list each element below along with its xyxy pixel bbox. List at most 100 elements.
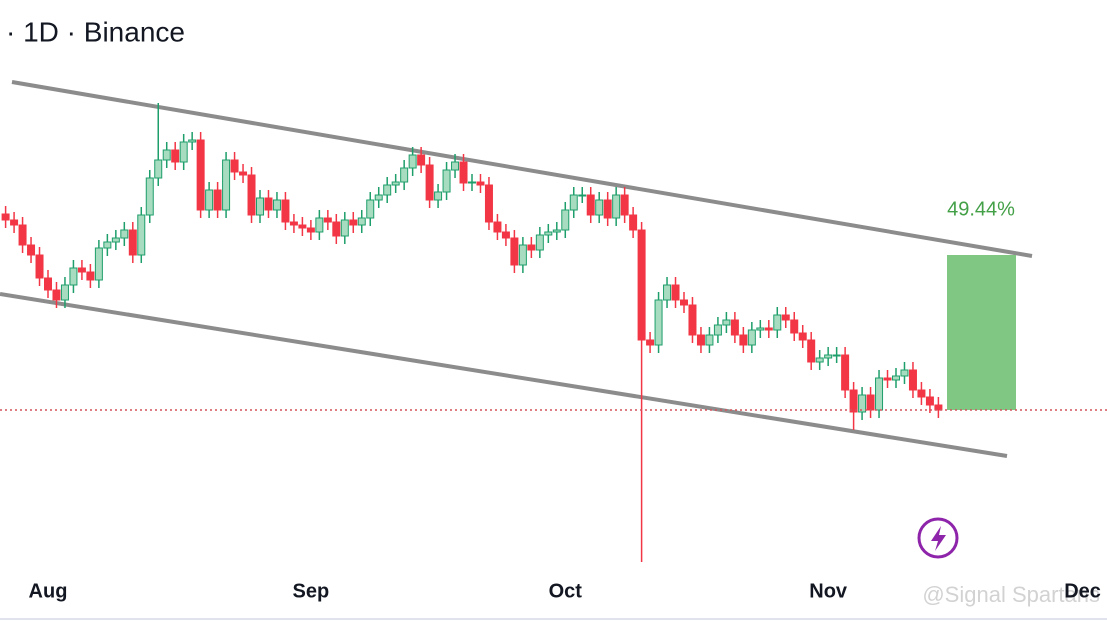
candle-body bbox=[27, 244, 36, 256]
candle-body bbox=[578, 194, 587, 197]
candle-body bbox=[646, 339, 655, 346]
candle-body bbox=[213, 189, 222, 211]
candle-body bbox=[620, 194, 629, 216]
candle-body bbox=[205, 189, 214, 211]
candle-body bbox=[501, 231, 510, 239]
candle-body bbox=[544, 231, 553, 236]
candle-body bbox=[858, 394, 867, 413]
candle-body bbox=[815, 357, 824, 363]
candle-body bbox=[900, 369, 909, 377]
candle-body bbox=[247, 174, 256, 216]
candle-body bbox=[154, 159, 163, 179]
candle-body bbox=[1, 213, 10, 221]
candle-body bbox=[103, 241, 112, 249]
candle-body bbox=[637, 229, 646, 341]
candle-body bbox=[875, 377, 884, 411]
candle-body bbox=[849, 389, 858, 413]
candle-body bbox=[340, 219, 349, 237]
candle-body bbox=[730, 319, 739, 336]
candle-body bbox=[111, 237, 120, 243]
watermark: @Signal Spartans bbox=[922, 582, 1100, 607]
candle-body bbox=[332, 221, 341, 237]
candle-body bbox=[408, 154, 417, 169]
candle-body bbox=[44, 277, 52, 291]
candle-body bbox=[459, 161, 468, 184]
candle-body bbox=[866, 394, 875, 411]
candle-body bbox=[790, 319, 799, 334]
candle-body bbox=[239, 171, 248, 176]
candle-body bbox=[824, 354, 833, 359]
channel-upper bbox=[11, 80, 1033, 258]
candle-body bbox=[798, 332, 807, 341]
candle-body bbox=[883, 377, 892, 381]
x-tick-label: Sep bbox=[293, 580, 330, 602]
candle-body bbox=[357, 217, 366, 226]
candle-body bbox=[400, 167, 409, 183]
candle-body bbox=[264, 197, 273, 211]
candle-body bbox=[722, 319, 731, 326]
candle-body bbox=[841, 354, 850, 391]
chart-title: · 1D · Binance bbox=[6, 16, 185, 47]
candle-body bbox=[137, 214, 146, 256]
candle-body bbox=[705, 334, 714, 346]
candle-body bbox=[510, 237, 519, 266]
candle-body bbox=[383, 184, 392, 196]
candle-body bbox=[612, 194, 621, 219]
candle-body bbox=[713, 324, 722, 336]
candle-body bbox=[629, 214, 638, 231]
candle-body bbox=[306, 227, 315, 233]
candle-body bbox=[908, 369, 917, 391]
candle-body bbox=[222, 159, 231, 211]
candle-body bbox=[781, 314, 790, 321]
candle-body bbox=[374, 194, 383, 201]
candle-body bbox=[586, 194, 595, 216]
candle-body bbox=[739, 334, 748, 346]
candle-body bbox=[256, 197, 264, 216]
candle-body bbox=[145, 177, 154, 216]
candle-body bbox=[468, 181, 476, 184]
candle-body bbox=[917, 389, 926, 398]
candle-body bbox=[230, 159, 239, 173]
lightning-icon bbox=[917, 517, 959, 559]
candle-body bbox=[52, 289, 61, 301]
candle-body bbox=[35, 254, 44, 279]
candle-body bbox=[451, 161, 460, 171]
candle-body bbox=[94, 247, 103, 281]
candle-body bbox=[493, 221, 502, 233]
candle-body bbox=[595, 199, 604, 216]
candle-body bbox=[323, 217, 332, 223]
x-tick-label: Nov bbox=[809, 580, 848, 602]
candle-body bbox=[77, 267, 86, 273]
candle-body bbox=[892, 375, 900, 381]
candle-body bbox=[484, 184, 493, 223]
candle-body bbox=[688, 304, 697, 336]
candle-body bbox=[552, 229, 561, 233]
candle-body bbox=[281, 199, 290, 223]
x-tick-label: Dec bbox=[1064, 580, 1101, 602]
candle-body bbox=[442, 169, 451, 193]
candle-body bbox=[60, 284, 69, 301]
candle-body bbox=[603, 199, 612, 219]
candle-body bbox=[764, 327, 773, 331]
projection-box bbox=[947, 255, 1016, 410]
candle-body bbox=[654, 299, 663, 346]
candle-body bbox=[120, 229, 129, 239]
candle-body bbox=[298, 224, 307, 229]
candle-body bbox=[925, 396, 934, 406]
candle-body bbox=[434, 191, 443, 201]
candle-body bbox=[569, 194, 578, 211]
projection-label: 49.44% bbox=[947, 198, 1015, 220]
candle-body bbox=[289, 221, 298, 226]
x-tick-label: Oct bbox=[549, 580, 583, 602]
candle-body bbox=[747, 329, 756, 346]
candle-body bbox=[10, 219, 19, 226]
channel-lower bbox=[0, 292, 1008, 458]
candle-body bbox=[663, 284, 672, 301]
candle-body bbox=[69, 267, 78, 286]
candle-body bbox=[86, 271, 95, 281]
candle-body bbox=[179, 141, 188, 163]
candle-body bbox=[128, 229, 137, 256]
candle-body bbox=[188, 139, 197, 143]
candle-body bbox=[934, 404, 943, 411]
